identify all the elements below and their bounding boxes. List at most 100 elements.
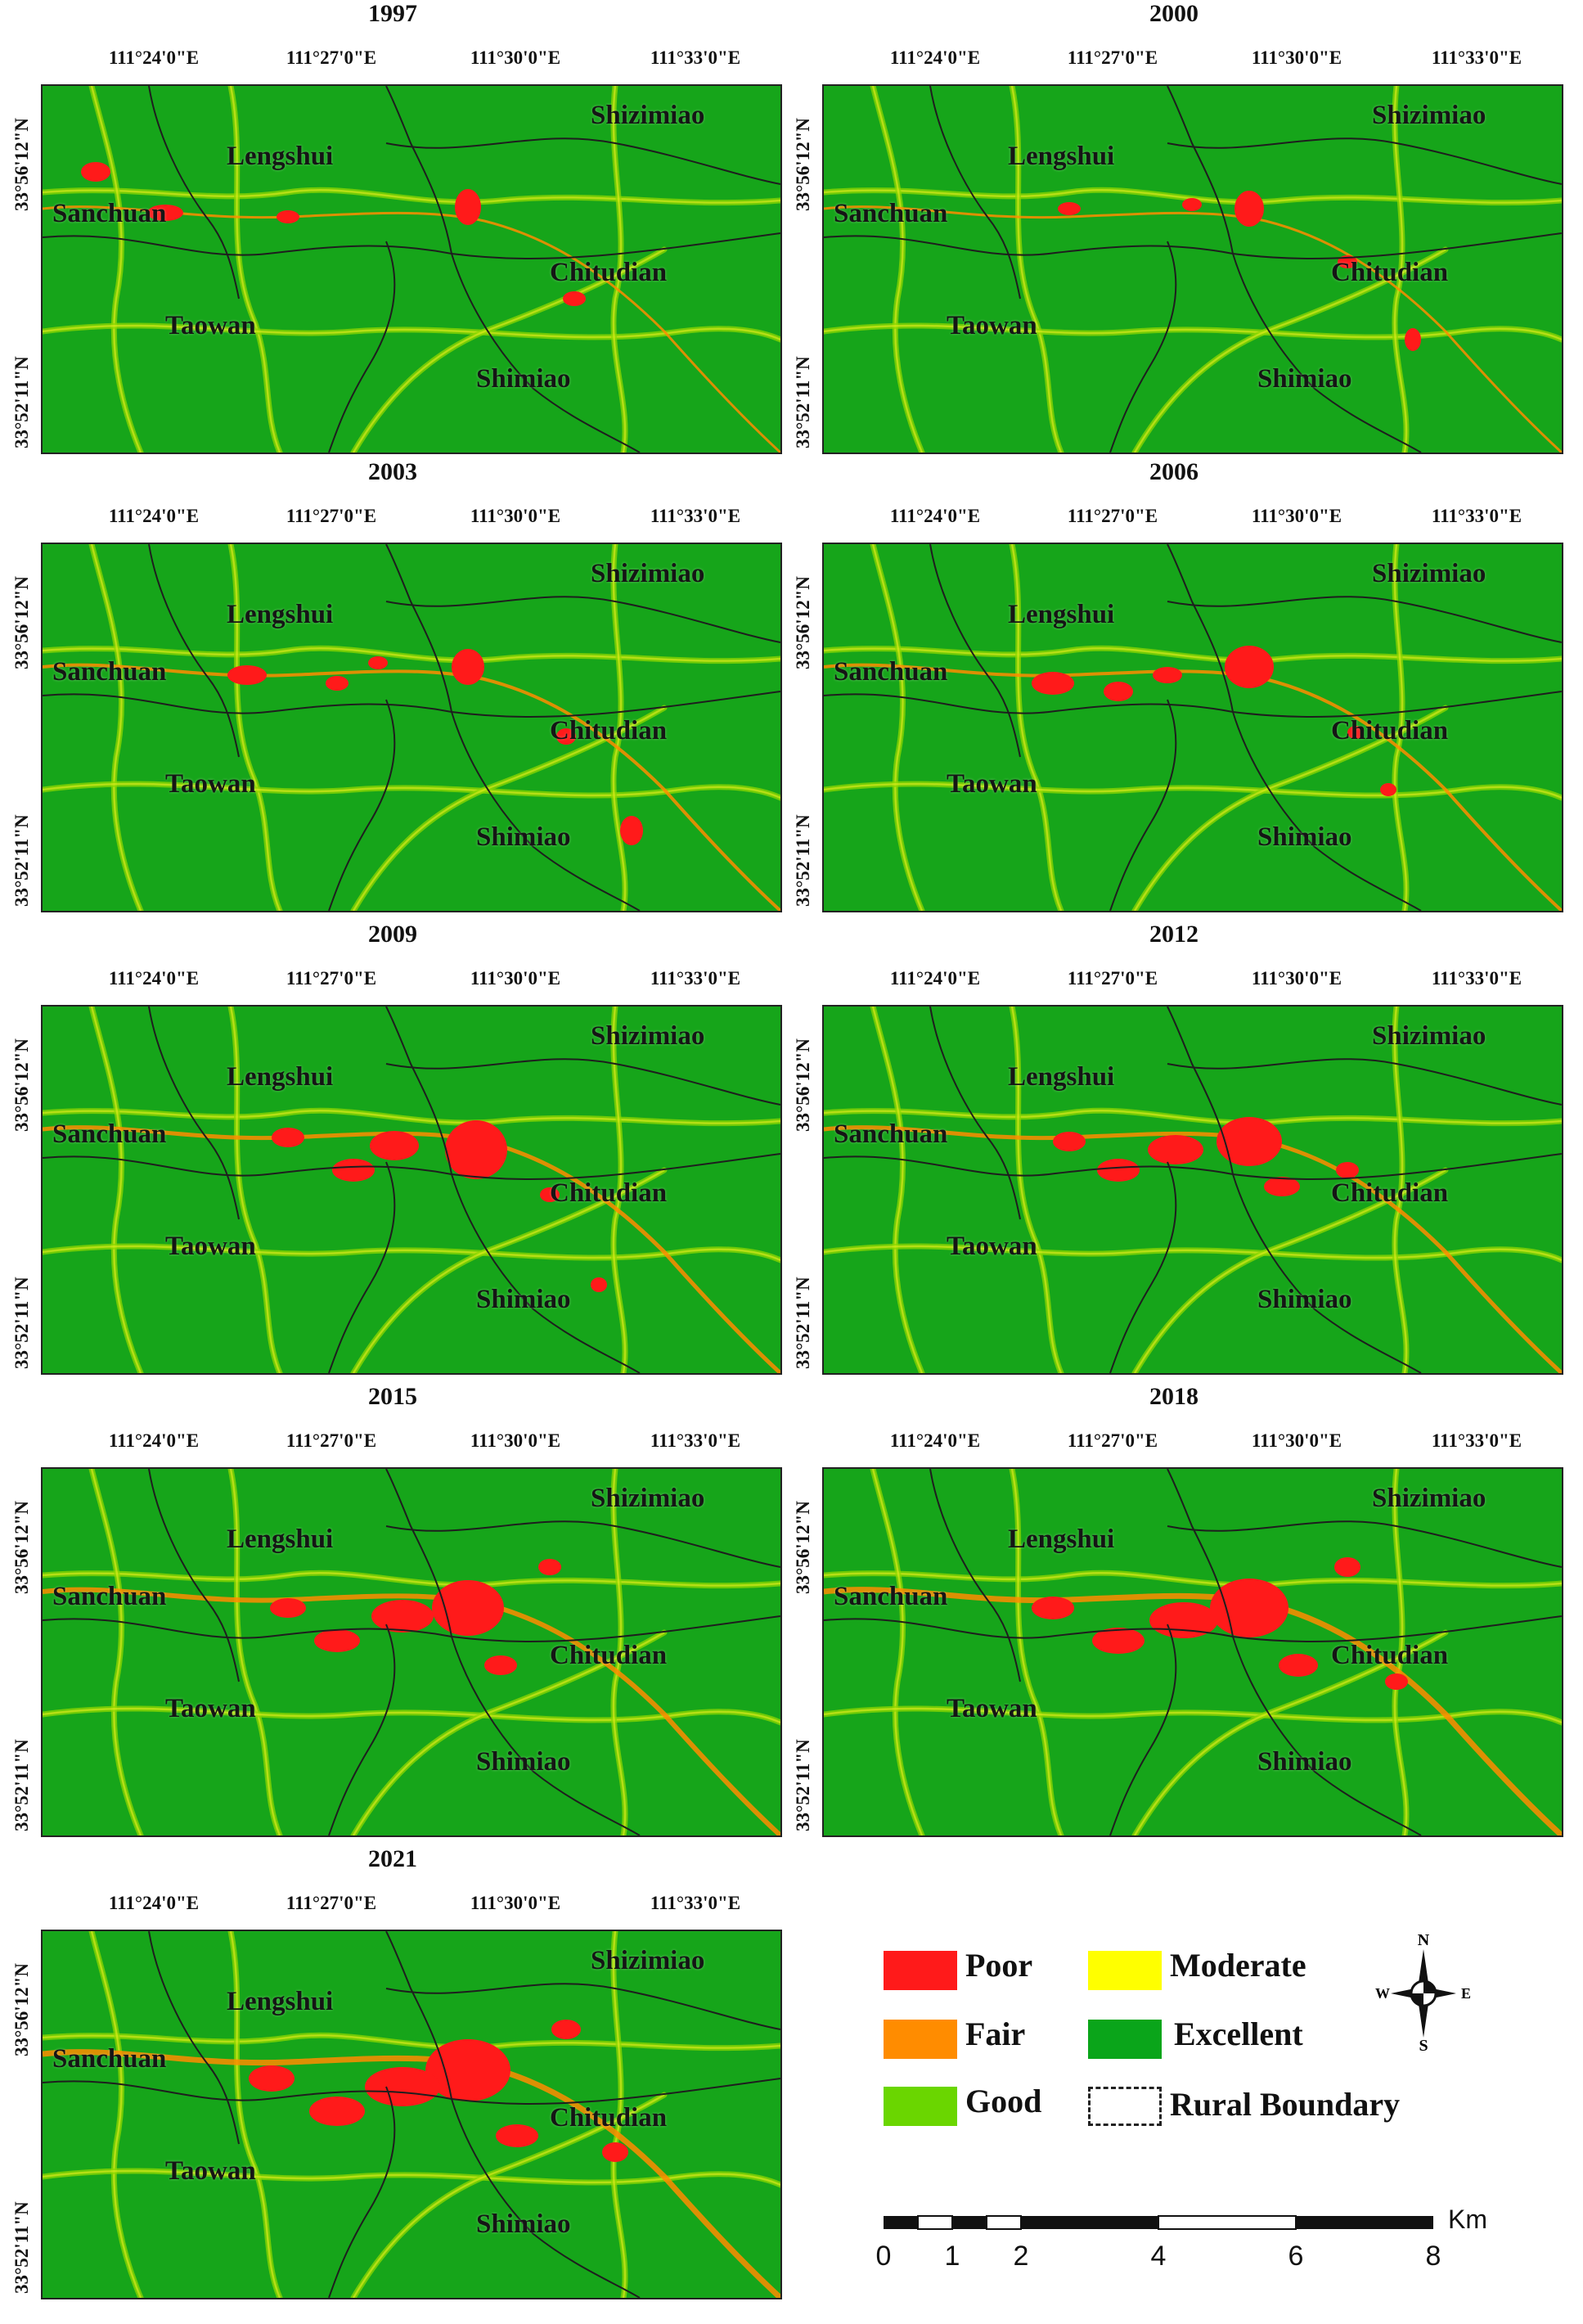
longitude-label: 111°30'0"E	[1251, 47, 1342, 68]
latitude-label-top: 33°56'12"N	[793, 1038, 813, 1132]
poor-patch	[1225, 646, 1274, 688]
moderate-valley-line	[229, 1931, 281, 2298]
panel-year-title: 2009	[368, 921, 417, 948]
town-label-taowan: Taowan	[947, 769, 1037, 799]
moderate-valley-line	[43, 1572, 780, 1587]
moderate-valley-line	[824, 1110, 1562, 1124]
moderate-valley-line	[90, 1469, 142, 1835]
latitude-label-top: 33°56'12"N	[793, 576, 813, 669]
latitude-label-bottom: 33°52'11"N	[793, 1739, 813, 1831]
rural-boundary-line	[148, 1931, 240, 2145]
poor-patch	[620, 816, 643, 845]
rural-boundary-line	[1167, 1520, 1562, 1568]
legend-swatch-fair	[884, 2020, 957, 2059]
moderate-valley-line	[824, 1707, 1562, 1724]
longitude-label: 111°33'0"E	[650, 968, 741, 989]
map-raster: Shizimiao Lengshui Sanchuan Chitudian Taowan…	[41, 1930, 782, 2299]
poor-patch	[538, 1559, 561, 1575]
map-raster: Shizimiao Lengshui Sanchuan Chitudian Taowan…	[822, 84, 1563, 454]
scale-tick-2: 2	[1013, 2241, 1029, 2272]
rural-boundary-line	[1167, 137, 1562, 185]
rural-boundary-line	[43, 2078, 780, 2105]
rural-boundary-line	[1167, 1469, 1234, 1637]
moderate-valley-line	[43, 1245, 780, 1262]
town-label-chitudian: Chitudian	[1331, 258, 1449, 287]
moderate-valley-line	[352, 1631, 665, 1835]
longitude-label: 111°33'0"E	[1431, 506, 1522, 526]
longitude-label: 111°27'0"E	[286, 47, 377, 68]
rural-boundary-line	[328, 2086, 396, 2298]
rural-boundary-line	[385, 1058, 780, 1106]
poor-patch	[591, 1277, 607, 1292]
town-label-lengshui: Lengshui	[227, 1987, 334, 2016]
moderate-valley-line	[352, 706, 665, 911]
longitude-label: 111°30'0"E	[470, 968, 561, 989]
map-panel-1997: 1997 111°24'0"E 111°27'0"E 111°30'0"E 111°33…	[0, 0, 785, 458]
moderate-valley-line	[871, 86, 924, 453]
moderate-valley-line	[229, 1007, 281, 1373]
moderate-valley-line	[612, 86, 627, 453]
rural-boundary-line	[929, 1007, 1021, 1220]
poor-patch	[249, 2065, 295, 2092]
panel-year-title: 2003	[368, 458, 417, 485]
rural-boundary-line	[385, 1007, 452, 1175]
moderate-valley-line	[1393, 86, 1408, 453]
town-label-chitudian: Chitudian	[1331, 1178, 1449, 1208]
town-label-shimiao: Shimiao	[476, 364, 571, 394]
rural-boundary-line	[43, 1615, 780, 1642]
poor-patch	[227, 665, 267, 685]
poor-patch	[432, 1580, 504, 1636]
longitude-label: 111°27'0"E	[286, 968, 377, 989]
map-raster: Shizimiao Lengshui Sanchuan Chitudian Taowan…	[822, 1467, 1563, 1837]
poor-patch	[445, 1120, 507, 1179]
panel-year-title: 2000	[1149, 0, 1198, 27]
legend-swatch-moderate	[1088, 1951, 1162, 1990]
map-raster: Shizimiao Lengshui Sanchuan Chitudian Taowan…	[41, 543, 782, 912]
longitude-label: 111°33'0"E	[650, 506, 741, 526]
moderate-valley-line	[1133, 248, 1446, 453]
poor-patch	[277, 210, 299, 223]
longitude-label: 111°30'0"E	[470, 1893, 561, 1913]
poor-patch	[314, 1629, 360, 1652]
town-label-lengshui: Lengshui	[227, 142, 334, 171]
map-panel-2012: 2012 111°24'0"E 111°27'0"E 111°30'0"E 111°33…	[781, 921, 1567, 1379]
town-label-lengshui: Lengshui	[227, 600, 334, 629]
longitude-label: 111°24'0"E	[889, 47, 981, 68]
scale-tick-1: 1	[944, 2241, 960, 2272]
moderate-valley-line	[229, 1469, 281, 1835]
town-label-lengshui: Lengshui	[1008, 600, 1115, 629]
map-panel-2015: 2015 111°24'0"E 111°27'0"E 111°30'0"E 111°33…	[0, 1383, 785, 1841]
town-label-taowan: Taowan	[165, 1694, 256, 1723]
poor-patch	[1148, 1135, 1203, 1164]
latitude-label-top: 33°56'12"N	[11, 1963, 32, 2056]
longitude-label: 111°33'0"E	[650, 1893, 741, 1913]
rural-boundary-line	[824, 232, 1562, 259]
rural-boundary-line	[385, 544, 452, 713]
poor-patch	[1032, 672, 1074, 695]
rural-boundary-line	[1109, 1161, 1177, 1373]
longitude-label: 111°24'0"E	[108, 968, 200, 989]
scale-tick-8: 8	[1425, 2241, 1441, 2272]
town-label-shimiao: Shimiao	[476, 2209, 571, 2239]
town-label-taowan: Taowan	[165, 769, 256, 799]
compass-w: W	[1375, 1985, 1390, 2002]
rural-boundary-line	[1167, 544, 1234, 713]
rural-boundary-line	[1167, 86, 1234, 254]
town-label-sanchuan: Sanchuan	[52, 199, 167, 228]
moderate-valley-line	[1010, 1469, 1063, 1835]
longitude-label: 111°27'0"E	[286, 1893, 377, 1913]
good-valley-band	[870, 544, 925, 911]
rural-boundary-line	[385, 596, 780, 643]
longitude-label: 111°30'0"E	[1251, 968, 1342, 989]
town-label-chitudian: Chitudian	[550, 1178, 668, 1208]
poor-patch	[81, 162, 110, 182]
good-valley-band	[870, 86, 925, 453]
legend-swatch-excellent	[1088, 2020, 1162, 2059]
rural-boundary-line	[385, 1469, 452, 1637]
scale-bar: 0 1 2 4 6 8 Km	[876, 2205, 1583, 2308]
latitude-label-bottom: 33°52'11"N	[11, 1739, 32, 1831]
legend-label-moderate: Moderate	[1170, 1947, 1306, 1984]
moderate-valley-line	[43, 647, 780, 662]
rural-boundary-line	[451, 1173, 641, 1373]
poor-patch	[1380, 783, 1396, 796]
